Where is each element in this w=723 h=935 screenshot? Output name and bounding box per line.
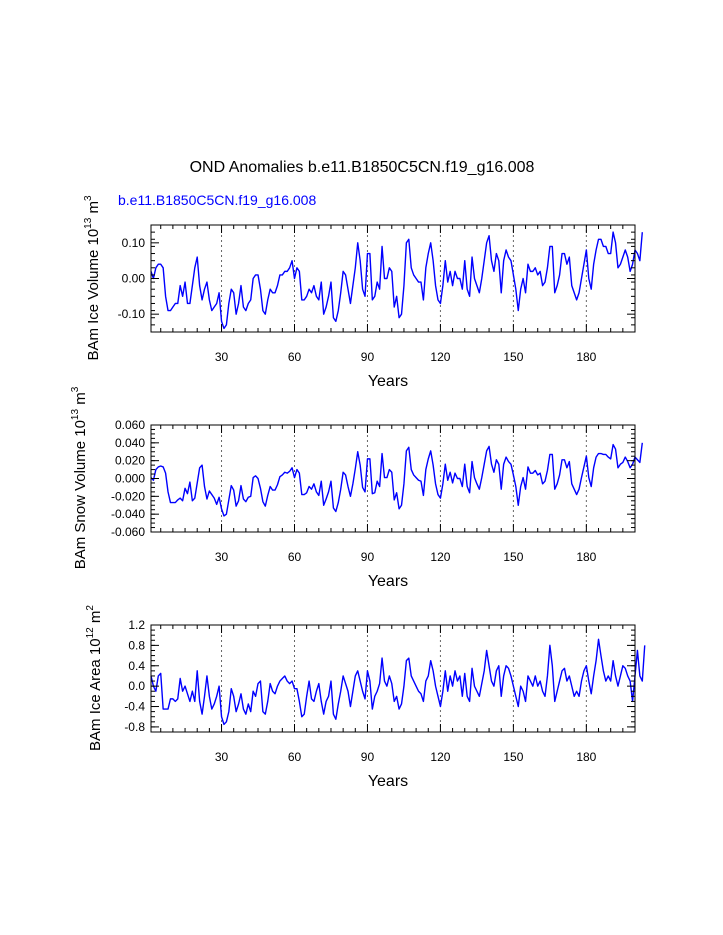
ice-volume-x-tick-label: 30 (215, 350, 229, 364)
ice-area-x-tick-label: 90 (361, 750, 375, 764)
ice-area-x-axis-label: Years (368, 773, 408, 790)
snow-volume-y-tick-label: 0.000 (115, 472, 145, 486)
snow-volume-x-tick-label: 90 (361, 550, 375, 564)
snow-volume-ylabel-unit: m (72, 392, 89, 409)
ice-volume-x-tick-label: 90 (361, 350, 375, 364)
snow-volume-y-tick-label: -0.040 (111, 507, 145, 521)
ice-area-ylabel-unit-exponent: 2 (85, 605, 96, 611)
snow-volume-x-axis-label: Years (368, 573, 408, 590)
snow-volume-y-axis-label: BAm Snow Volume 1013 m3 (70, 386, 89, 569)
snow-volume-y-tick-label: 0.020 (115, 454, 145, 468)
snow-volume-x-tick-label: 30 (215, 550, 229, 564)
ice-volume-ylabel-unit: m (85, 201, 102, 218)
ice-area-y-tick-label: 1.2 (128, 618, 145, 632)
ice-volume-x-tick-label: 150 (503, 350, 523, 364)
ice-area-panel: -0.8 -0.4 0.0 0.4 0.8 1.2 30 60 90 120 150 180 Years… (85, 605, 646, 790)
ice-area-ylabel-main: BAm Ice Area 10 (87, 638, 104, 751)
ice-area-y-tick-label: -0.8 (124, 720, 145, 734)
ice-area-ylabel-unit: m (87, 611, 104, 628)
ice-area-x-tick-label: 60 (288, 750, 302, 764)
snow-volume-ylabel-unit-exponent: 3 (70, 386, 81, 392)
ice-volume-x-tick-label: 120 (430, 350, 450, 364)
snow-volume-panel: -0.060 -0.040 -0.020 0.000 0.020 0.040 0.060 30… (70, 386, 643, 590)
ice-area-ylabel-exponent: 12 (85, 627, 96, 639)
ice-volume-panel: -0.10 0.00 0.10 30 60 90 120 150 180 Years BAm Ice… (83, 195, 643, 390)
ice-volume-y-tick-label: 0.10 (122, 236, 146, 250)
snow-volume-x-tick-label: 60 (288, 550, 302, 564)
snow-volume-ylabel-main: BAm Snow Volume 10 (72, 420, 89, 569)
snow-volume-series-line (150, 442, 643, 517)
ice-volume-y-axis-label: BAm Ice Volume 1013 m3 (83, 195, 102, 361)
ice-area-y-tick-label: -0.4 (124, 700, 145, 714)
ice-area-axis-frame (150, 624, 636, 733)
snow-volume-x-tick-label: 180 (576, 550, 596, 564)
ice-area-x-tick-label: 30 (215, 750, 229, 764)
snow-volume-x-tick-label: 150 (503, 550, 523, 564)
ice-area-x-tick-label: 120 (430, 750, 450, 764)
snow-volume-y-tick-label: -0.060 (111, 525, 145, 539)
ice-area-y-tick-label: 0.0 (128, 679, 145, 693)
ice-volume-series-line (150, 231, 643, 330)
ice-volume-axis-frame (150, 224, 636, 333)
ice-volume-x-tick-label: 60 (288, 350, 302, 364)
snow-volume-y-tick-label: -0.020 (111, 489, 145, 503)
ice-volume-y-tick-label: 0.00 (122, 272, 146, 286)
chart-subtitle: b.e11.B1850C5CN.f19_g16.008 (118, 192, 316, 208)
ice-volume-x-tick-label: 180 (576, 350, 596, 364)
ice-area-y-axis-label: BAm Ice Area 1012 m2 (85, 605, 104, 751)
snow-volume-y-tick-label: 0.060 (115, 418, 145, 432)
ice-area-y-tick-label: 0.4 (128, 659, 145, 673)
snow-volume-ylabel-exponent: 13 (70, 408, 81, 420)
ice-area-x-tick-label: 180 (576, 750, 596, 764)
panels: -0.10 0.00 0.10 30 60 90 120 150 180 Years BAm Ice… (70, 195, 646, 790)
snow-volume-x-tick-label: 120 (430, 550, 450, 564)
ice-volume-ylabel-exponent: 13 (83, 217, 94, 229)
ice-volume-y-tick-label: -0.10 (118, 307, 146, 321)
ice-volume-x-axis-label: Years (368, 373, 408, 390)
ice-volume-ylabel-main: BAm Ice Volume 10 (85, 229, 102, 361)
chart-title: OND Anomalies b.e11.B1850C5CN.f19_g16.00… (190, 159, 535, 176)
ice-area-y-tick-label: 0.8 (128, 638, 145, 652)
ice-area-series-line (150, 638, 646, 726)
ice-volume-ylabel-unit-exponent: 3 (83, 195, 94, 201)
snow-volume-y-tick-label: 0.040 (115, 436, 145, 450)
ice-area-x-tick-label: 150 (503, 750, 523, 764)
